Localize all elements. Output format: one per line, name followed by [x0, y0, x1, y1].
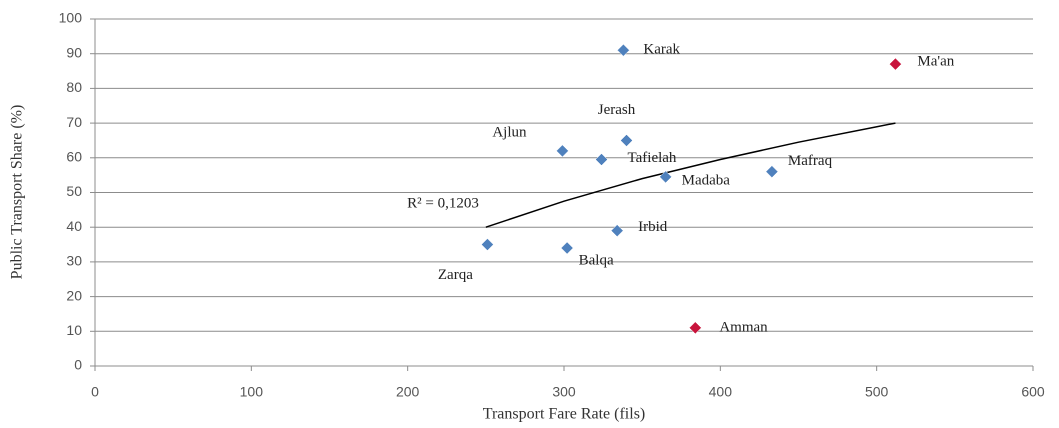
x-tick-label: 100	[240, 384, 264, 400]
point	[560, 241, 574, 255]
point	[595, 153, 608, 166]
point	[889, 57, 902, 71]
point-label: Amman	[719, 319, 768, 335]
x-tick-label: 0	[91, 384, 99, 400]
point-label: Jerash	[598, 102, 636, 118]
y-tick-label: 50	[66, 183, 82, 199]
point-label: Ma'an	[917, 54, 954, 70]
r-squared: R² = 0,1203	[407, 195, 479, 211]
point	[617, 43, 630, 57]
point	[688, 321, 702, 335]
y-tick-label: 90	[66, 44, 82, 60]
trendline	[485, 122, 896, 228]
point	[765, 165, 779, 179]
y-tick-label: 0	[74, 357, 82, 373]
y-tick-label: 20	[66, 287, 82, 303]
point	[556, 144, 569, 158]
point-label: Tafielah	[628, 150, 677, 166]
x-tick-label: 200	[396, 384, 420, 400]
point-label: Balqa	[579, 252, 614, 268]
x-tick-label: 500	[865, 384, 889, 400]
y-tick-label: 30	[66, 253, 82, 269]
point	[659, 170, 672, 184]
point	[610, 224, 624, 238]
y-axis-title: Public Transport Share (%)	[9, 105, 26, 280]
point-label: Irbid	[638, 219, 668, 235]
point-label: Madaba	[682, 172, 731, 188]
point-label: Ajlun	[492, 124, 527, 140]
y-tick-label: 60	[66, 149, 82, 165]
x-tick-label: 600	[1021, 384, 1045, 400]
y-tick-label: 70	[66, 114, 82, 130]
y-tick-label: 40	[66, 218, 82, 234]
point	[620, 134, 633, 147]
x-tick-label: 300	[552, 384, 576, 400]
y-tick-label: 100	[59, 10, 83, 26]
x-tick-label: 400	[709, 384, 733, 400]
y-tick-label: 80	[66, 79, 82, 95]
point-label: Zarqa	[438, 267, 473, 283]
x-axis-title: Transport Fare Rate (fils)	[483, 406, 646, 423]
point	[481, 238, 494, 251]
point-label: Mafraq	[788, 153, 833, 169]
point-label: Karak	[643, 42, 680, 58]
y-tick-label: 10	[66, 322, 82, 338]
